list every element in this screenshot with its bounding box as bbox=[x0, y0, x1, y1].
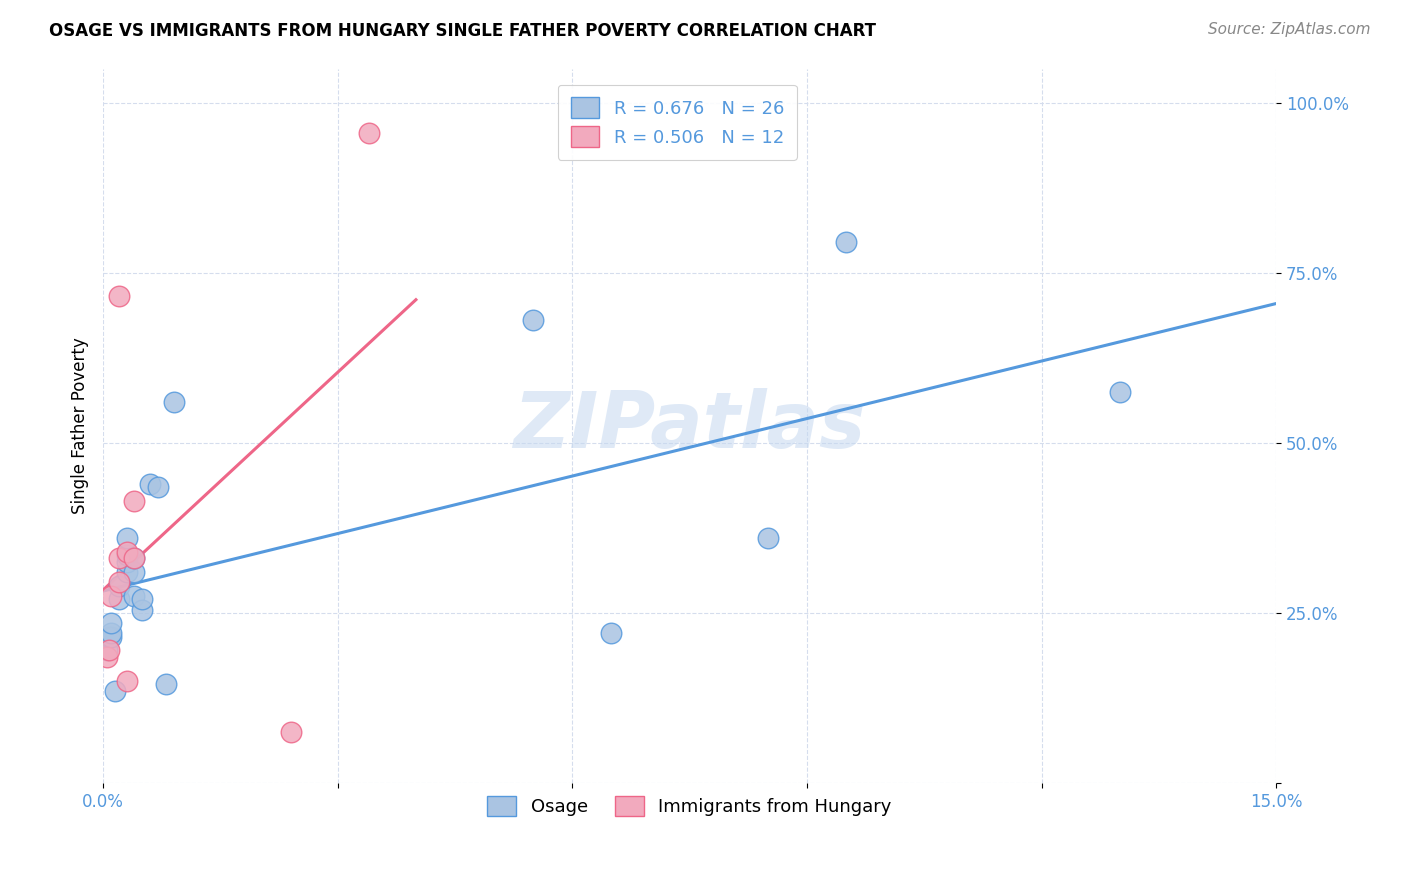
Point bbox=[107, 579, 129, 593]
Point bbox=[131, 602, 153, 616]
Point bbox=[124, 565, 146, 579]
Point bbox=[115, 555, 138, 569]
Point bbox=[115, 673, 138, 688]
Point bbox=[124, 551, 146, 566]
Point bbox=[139, 476, 162, 491]
Point bbox=[146, 480, 169, 494]
Point bbox=[107, 289, 129, 303]
Text: Source: ZipAtlas.com: Source: ZipAtlas.com bbox=[1208, 22, 1371, 37]
Point bbox=[96, 650, 118, 665]
Text: ZIPatlas: ZIPatlas bbox=[513, 388, 866, 464]
Point bbox=[100, 589, 122, 603]
Point bbox=[131, 592, 153, 607]
Point bbox=[600, 626, 623, 640]
Point bbox=[107, 551, 129, 566]
Point bbox=[97, 630, 120, 644]
Point bbox=[115, 531, 138, 545]
Point bbox=[100, 616, 122, 631]
Point bbox=[155, 677, 177, 691]
Point bbox=[100, 626, 122, 640]
Point bbox=[100, 630, 122, 644]
Point bbox=[97, 643, 120, 657]
Point bbox=[124, 589, 146, 603]
Legend: Osage, Immigrants from Hungary: Osage, Immigrants from Hungary bbox=[478, 787, 901, 825]
Point bbox=[96, 643, 118, 657]
Point bbox=[107, 575, 129, 590]
Point bbox=[115, 565, 138, 579]
Point bbox=[280, 725, 302, 739]
Point bbox=[107, 592, 129, 607]
Point bbox=[162, 395, 184, 409]
Text: OSAGE VS IMMIGRANTS FROM HUNGARY SINGLE FATHER POVERTY CORRELATION CHART: OSAGE VS IMMIGRANTS FROM HUNGARY SINGLE … bbox=[49, 22, 876, 40]
Point bbox=[357, 126, 380, 140]
Point bbox=[104, 684, 127, 698]
Point bbox=[756, 531, 779, 545]
Point bbox=[115, 548, 138, 562]
Point bbox=[124, 493, 146, 508]
Point bbox=[522, 313, 544, 327]
Point bbox=[124, 551, 146, 566]
Point bbox=[1108, 384, 1130, 399]
Point bbox=[115, 544, 138, 558]
Y-axis label: Single Father Poverty: Single Father Poverty bbox=[72, 337, 89, 514]
Point bbox=[835, 235, 858, 249]
